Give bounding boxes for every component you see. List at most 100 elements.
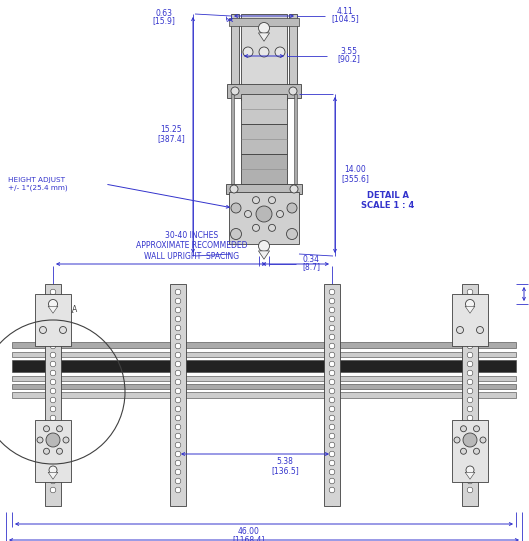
- Circle shape: [175, 325, 181, 331]
- Circle shape: [50, 397, 56, 403]
- Circle shape: [467, 325, 473, 331]
- Circle shape: [275, 47, 285, 57]
- Circle shape: [329, 334, 335, 340]
- Circle shape: [231, 228, 242, 240]
- Circle shape: [175, 487, 181, 493]
- Bar: [12, 384, 516, 389]
- Circle shape: [50, 298, 56, 304]
- Text: [136.5]: [136.5]: [271, 466, 299, 476]
- Circle shape: [467, 388, 473, 394]
- Circle shape: [329, 397, 335, 403]
- FancyArrowPatch shape: [48, 306, 58, 313]
- Text: 4.11: 4.11: [336, 6, 353, 16]
- Circle shape: [329, 352, 335, 358]
- Circle shape: [329, 325, 335, 331]
- Circle shape: [329, 307, 335, 313]
- Circle shape: [175, 379, 181, 385]
- Circle shape: [175, 424, 181, 430]
- Bar: [229, 18, 299, 26]
- Circle shape: [50, 379, 56, 385]
- Bar: [12, 376, 516, 381]
- Circle shape: [467, 307, 473, 313]
- Circle shape: [480, 437, 486, 443]
- Circle shape: [175, 469, 181, 475]
- Circle shape: [50, 325, 56, 331]
- Circle shape: [466, 466, 474, 474]
- Circle shape: [329, 289, 335, 295]
- Circle shape: [287, 228, 297, 240]
- Circle shape: [329, 433, 335, 439]
- Text: [355.6]: [355.6]: [341, 175, 369, 183]
- Circle shape: [175, 343, 181, 349]
- Circle shape: [289, 87, 297, 95]
- Text: +/- 1"(25.4 mm): +/- 1"(25.4 mm): [8, 184, 68, 192]
- Circle shape: [467, 361, 473, 367]
- Circle shape: [43, 448, 50, 454]
- Circle shape: [287, 203, 297, 213]
- Circle shape: [50, 334, 56, 340]
- Circle shape: [259, 241, 269, 252]
- Circle shape: [175, 451, 181, 457]
- Circle shape: [175, 388, 181, 394]
- Circle shape: [473, 426, 479, 432]
- Circle shape: [43, 426, 50, 432]
- Circle shape: [467, 460, 473, 466]
- Circle shape: [329, 388, 335, 394]
- Bar: [241, 14, 287, 100]
- Bar: [170, 284, 186, 506]
- Bar: [452, 420, 488, 482]
- Circle shape: [50, 487, 56, 493]
- Circle shape: [50, 469, 56, 475]
- Bar: [12, 360, 516, 372]
- Circle shape: [50, 451, 56, 457]
- Circle shape: [329, 442, 335, 448]
- Bar: [12, 392, 516, 398]
- Circle shape: [175, 298, 181, 304]
- Circle shape: [244, 210, 251, 217]
- Circle shape: [57, 448, 62, 454]
- Circle shape: [252, 196, 260, 203]
- Circle shape: [329, 298, 335, 304]
- Circle shape: [269, 225, 276, 232]
- FancyArrowPatch shape: [48, 472, 58, 479]
- Circle shape: [175, 361, 181, 367]
- Circle shape: [467, 406, 473, 412]
- Circle shape: [63, 437, 69, 443]
- FancyArrowPatch shape: [465, 472, 475, 479]
- Bar: [324, 284, 340, 506]
- Circle shape: [175, 478, 181, 484]
- Circle shape: [175, 316, 181, 322]
- Bar: [294, 94, 297, 184]
- Circle shape: [256, 206, 272, 222]
- Text: 5.38: 5.38: [277, 458, 294, 466]
- Circle shape: [467, 397, 473, 403]
- Bar: [35, 294, 71, 346]
- Circle shape: [461, 426, 467, 432]
- Circle shape: [329, 379, 335, 385]
- Circle shape: [175, 289, 181, 295]
- Circle shape: [37, 437, 43, 443]
- Circle shape: [467, 316, 473, 322]
- Circle shape: [259, 47, 269, 57]
- Circle shape: [329, 424, 335, 430]
- Circle shape: [463, 433, 477, 447]
- Text: 30-40 INCHES
APPROXIMATE RECOMMEDED
WALL UPRIGHT  SPACING: 30-40 INCHES APPROXIMATE RECOMMEDED WALL…: [136, 231, 248, 261]
- Circle shape: [329, 406, 335, 412]
- Circle shape: [175, 460, 181, 466]
- Text: 15.25: 15.25: [160, 126, 182, 135]
- Circle shape: [175, 352, 181, 358]
- Bar: [241, 154, 287, 184]
- Bar: [229, 192, 299, 244]
- Circle shape: [259, 23, 269, 34]
- Text: [104.5]: [104.5]: [331, 15, 359, 23]
- Circle shape: [467, 424, 473, 430]
- Bar: [241, 124, 287, 154]
- Circle shape: [467, 298, 473, 304]
- Circle shape: [467, 469, 473, 475]
- Bar: [227, 84, 301, 98]
- Circle shape: [329, 469, 335, 475]
- Circle shape: [467, 379, 473, 385]
- Text: [15.9]: [15.9]: [152, 16, 175, 25]
- Text: 0.34: 0.34: [303, 254, 320, 263]
- Circle shape: [329, 370, 335, 376]
